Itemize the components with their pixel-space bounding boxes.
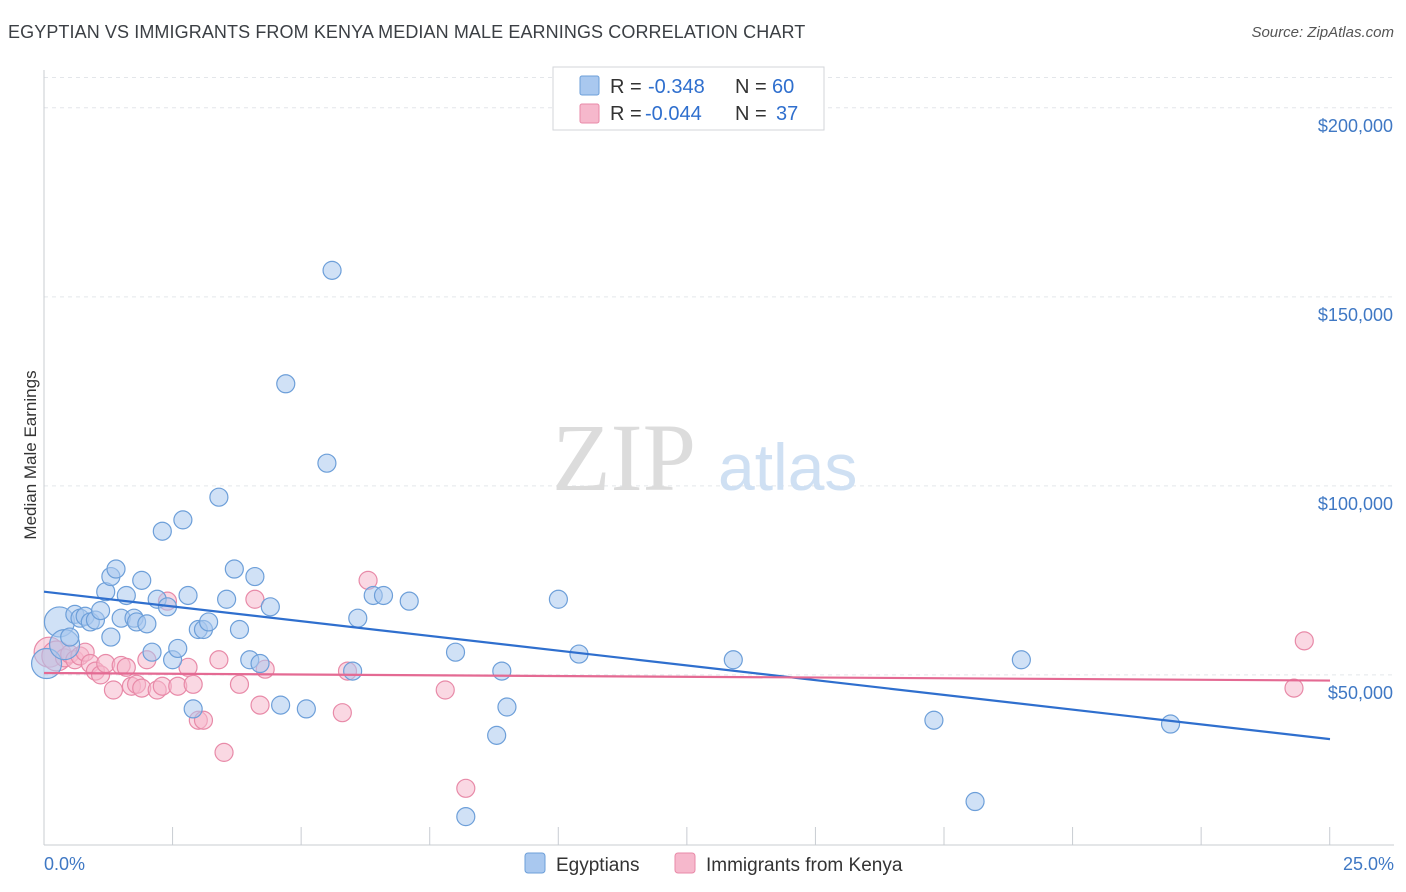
watermark: ZIP atlas [552,404,857,511]
y-tick-label: $50,000 [1328,683,1393,703]
egyptian-point [250,653,270,674]
egyptian-point [296,699,316,719]
stats-r-label-kenya: R = [610,103,642,125]
grid-lines [44,77,1394,676]
egyptian-point [101,627,121,647]
egyptian-point [1160,714,1181,734]
egyptian-point [137,614,157,634]
egyptian-point [142,642,162,662]
egyptian-point [445,642,466,662]
egyptian-point [199,612,219,632]
egyptian-point [152,521,172,541]
egyptian-point [209,487,229,507]
kenya-point [214,742,234,762]
egyptian-point [322,260,342,280]
kenya-point [1294,631,1314,651]
egyptian-point [343,661,363,681]
kenya-point [245,589,265,609]
egyptian-point [229,619,250,640]
egyptian-point [924,710,944,730]
egyptian-point [276,374,296,394]
egyptian-point [317,453,337,473]
egyptian-point [723,650,743,670]
egyptian-point [132,570,152,590]
egyptian-point [245,566,265,587]
kenya-point [183,674,203,694]
y-tick-label: $150,000 [1318,305,1393,325]
kenya-point [116,657,136,677]
egyptian-point [497,697,517,717]
egyptian-point [399,591,419,611]
chart-title: EGYPTIAN VS IMMIGRANTS FROM KENYA MEDIAN… [8,22,806,42]
y-tick-label: $100,000 [1318,494,1393,514]
egyptian-point [373,585,394,606]
kenya-trend-line [43,671,1331,682]
egyptian-point [965,791,985,812]
kenya-point [229,674,250,694]
egyptian-point [271,695,291,715]
egyptian-point [224,559,244,579]
x-axis-ticks [43,827,1331,845]
kenya-point [456,778,476,798]
source-label: Source: ZipAtlas.com [1251,24,1394,41]
egyptian-point [183,699,203,719]
watermark-zip: ZIP [552,404,696,511]
stats-r-value-egyptians: -0.348 [648,76,705,98]
series-legend-swatch-kenya [674,852,696,874]
egyptian-point [348,608,368,628]
kenya-point [435,680,455,700]
x-tick-label-min: 0.0% [44,854,85,874]
stats-r-label-egyptians: R = [610,76,642,98]
egyptian-point [487,725,507,745]
y-tick-label: $200,000 [1318,116,1393,136]
stats-n-value-kenya: 37 [776,103,798,125]
series-legend-label-egyptians: Egyptians [556,855,639,876]
egyptian-point [548,589,569,609]
stats-legend: R = -0.348 N = 60 R = -0.044 N = 37 [552,66,825,131]
stats-legend-swatch-kenya [579,103,600,124]
series-legend-swatch-egyptians [524,852,546,874]
egyptian-point [260,597,280,617]
egyptian-point [60,627,80,647]
egyptian-point [90,601,111,621]
egyptian-trend-line [43,590,1331,741]
egyptian-point [217,589,237,609]
egyptian-point [106,559,126,579]
egyptian-points [30,260,1181,827]
kenya-point [209,650,229,670]
x-tick-label-max: 25.0% [1343,854,1394,874]
egyptian-point [456,807,476,827]
stats-legend-swatch-egyptians [579,75,600,96]
kenya-point [1284,678,1304,698]
y-axis-title: Median Male Earnings [21,370,40,539]
series-legend: Egyptians Immigrants from Kenya [524,852,903,876]
stats-n-label-egyptians: N = [735,76,767,98]
egyptian-point [173,510,193,530]
kenya-point [103,680,124,700]
egyptian-point [168,638,188,659]
kenya-point [250,695,270,715]
stats-r-value-kenya: -0.044 [645,103,702,125]
egyptian-point [492,661,512,681]
trend-lines [43,590,1331,741]
stats-n-value-egyptians: 60 [772,76,794,98]
egyptian-point [1011,650,1031,670]
egyptian-point [178,585,198,606]
kenya-point [332,703,352,723]
y-axis-tick-labels: $50,000 $100,000 $150,000 $200,000 [1318,116,1393,703]
series-legend-label-kenya: Immigrants from Kenya [706,855,903,876]
stats-n-label-kenya: N = [735,103,767,125]
watermark-atlas: atlas [718,430,857,504]
